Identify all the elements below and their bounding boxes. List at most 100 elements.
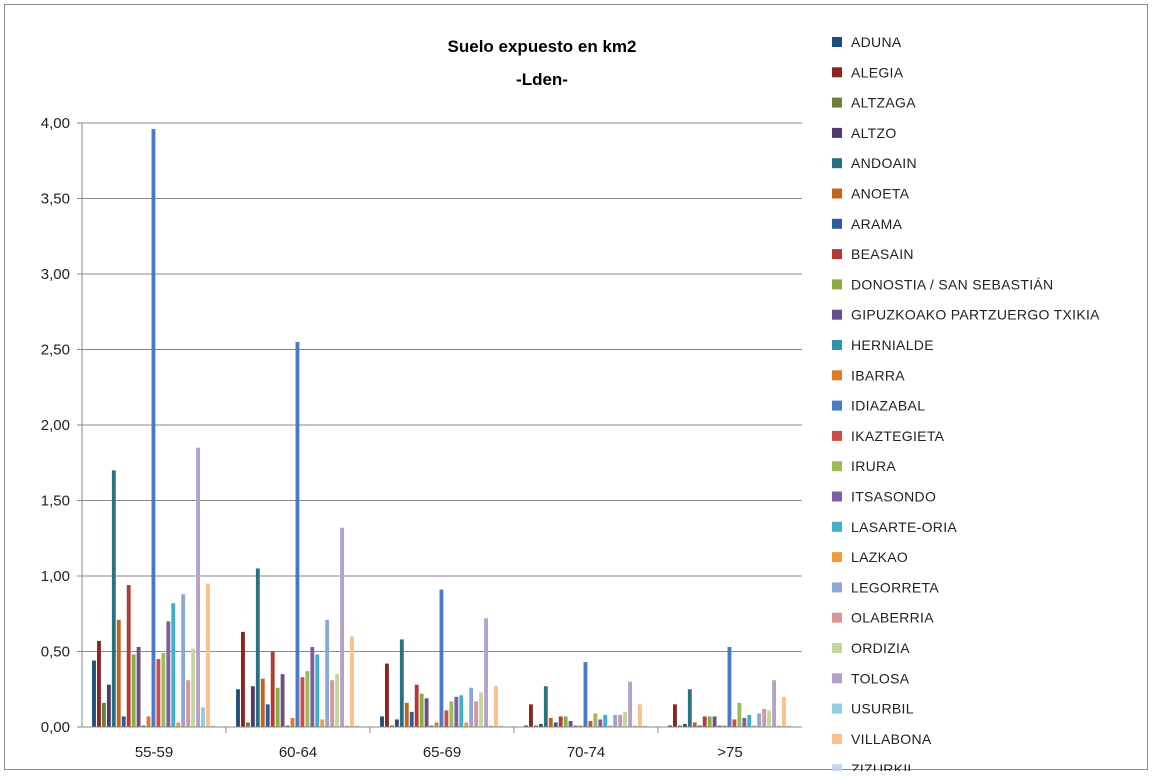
bar [449,701,454,727]
bar-chart: 0,00 0,50 1,00 1,50 2,00 2,50 3,00 3,50 4,00 55-… [41,34,1100,776]
bar [265,704,270,727]
legend-swatch [832,703,842,714]
bar [692,722,697,727]
bar [191,648,196,727]
bar [340,527,344,727]
bar [757,713,762,727]
bar [419,693,424,727]
bar [752,725,757,727]
chart-subtitle: -Lden- [516,70,568,89]
y-tick-label: 1,50 [41,493,70,510]
legend-label: GIPUZKOAKO PARTZUERGO TXIKIA [851,307,1100,323]
bar [161,653,166,727]
gridlines [77,122,802,728]
bar [479,692,484,727]
legend-swatch [832,279,842,290]
bar [121,716,126,727]
bar [97,640,101,727]
bar [767,710,772,727]
legend-label: ORDIZIA [851,640,910,656]
bar [732,719,737,727]
bar [380,716,384,727]
bar [588,720,593,727]
bar [474,701,479,727]
bar [250,686,255,727]
bar [136,646,141,727]
bar [285,725,290,727]
bar [583,662,588,727]
bar [295,341,300,727]
y-tick-label: 2,50 [41,342,70,359]
legend-label: ZIZURKIL [851,761,916,771]
bar [350,636,354,727]
legend-swatch [832,309,842,320]
bar [176,722,181,727]
y-tick-label: 2,00 [41,417,70,434]
bar [598,719,603,727]
legend-swatch [832,673,842,684]
bar [742,717,747,727]
bar [409,711,414,727]
bar [668,725,672,727]
bar [623,711,628,727]
bar [404,702,409,727]
bar [563,716,568,727]
chart-frame: 0,00 0,50 1,00 1,50 2,00 2,50 3,00 3,50 4,00 55-… [4,4,1148,776]
bar [762,708,767,727]
legend-swatch [832,67,842,78]
legend-swatch [832,97,842,108]
legend-label: ALTZAGA [851,95,916,111]
bar [171,603,176,727]
x-tick-label: 55-59 [135,744,173,761]
legend-label: TOLOSA [851,670,910,686]
bar [92,660,96,727]
legend-swatch [832,461,842,472]
bar [146,716,151,727]
legend-swatch [832,400,842,411]
legend-swatch [832,127,842,138]
bar [429,725,434,727]
bar [210,725,215,727]
bar [325,619,330,727]
legend-label: LAZKAO [851,549,908,565]
legend-label: VILLABONA [851,731,932,747]
legend-label: IDIAZABAL [851,398,925,414]
bar [782,696,786,727]
bar [613,714,618,727]
bar [166,621,171,727]
x-tick-label: 60-64 [279,744,317,761]
bar [638,704,642,727]
bar [454,696,459,727]
bar [270,651,275,727]
bar [702,716,707,727]
x-tick-label: 65-69 [423,744,461,761]
legend-swatch [832,582,842,593]
legend-swatch [832,37,842,47]
legend-label: ANDOAIN [851,155,917,171]
bar [459,695,464,727]
bar [206,583,210,727]
bar [151,129,156,727]
bar [538,723,543,727]
y-tick-label: 3,50 [41,191,70,208]
legend-label: ALTZO [851,125,897,141]
bar [543,686,548,727]
legend-swatch [832,188,842,199]
bar [181,594,186,727]
bar [260,678,265,727]
bar [642,725,647,727]
bar [345,725,349,727]
bar [444,710,449,727]
bar [464,722,469,727]
x-tick-labels: 55-59 60-64 65-69 70-74 >75 [135,727,743,761]
legend-label: IBARRA [851,367,905,383]
legend-label: USURBIL [851,701,914,717]
bar [156,659,161,727]
bar [558,716,563,727]
bar [385,663,389,727]
legend-swatch [832,158,842,169]
legend-label: BEASAIN [851,246,914,262]
x-tick-label: >75 [717,744,742,761]
bar [354,725,359,727]
bar [196,447,200,727]
